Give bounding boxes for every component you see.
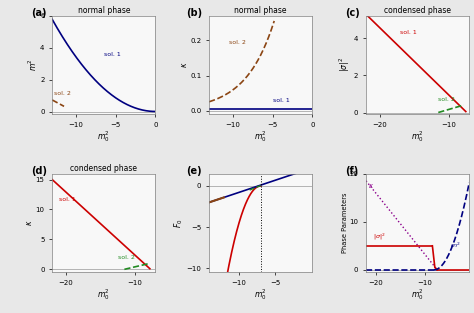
Text: sol. 1: sol. 1 bbox=[401, 30, 417, 35]
X-axis label: $m_0^2$: $m_0^2$ bbox=[411, 287, 424, 302]
Text: $\kappa$: $\kappa$ bbox=[368, 182, 374, 190]
Text: sol. 1: sol. 1 bbox=[273, 98, 289, 103]
Title: normal phase: normal phase bbox=[78, 6, 130, 15]
Y-axis label: $m^2$: $m^2$ bbox=[26, 59, 38, 71]
Text: $m^2$: $m^2$ bbox=[450, 241, 460, 250]
Y-axis label: Phase Parameters: Phase Parameters bbox=[342, 193, 348, 253]
X-axis label: $m_0^2$: $m_0^2$ bbox=[255, 287, 267, 302]
Text: (c): (c) bbox=[346, 8, 360, 18]
Text: (f): (f) bbox=[346, 166, 359, 176]
Y-axis label: $\kappa$: $\kappa$ bbox=[25, 220, 34, 226]
Text: sol. 1: sol. 1 bbox=[104, 52, 120, 57]
Title: condensed phase: condensed phase bbox=[70, 164, 137, 173]
Y-axis label: $|\sigma|^2$: $|\sigma|^2$ bbox=[338, 58, 353, 73]
Text: (d): (d) bbox=[31, 166, 47, 176]
Text: (a): (a) bbox=[31, 8, 47, 18]
Text: sol. 1: sol. 1 bbox=[59, 197, 76, 202]
Text: (b): (b) bbox=[186, 8, 202, 18]
Text: (e): (e) bbox=[186, 166, 202, 176]
X-axis label: $m_0^2$: $m_0^2$ bbox=[97, 287, 110, 302]
X-axis label: $m_0^2$: $m_0^2$ bbox=[411, 129, 424, 144]
Title: condensed phase: condensed phase bbox=[384, 6, 451, 15]
X-axis label: $m_0^2$: $m_0^2$ bbox=[97, 129, 110, 144]
Y-axis label: $\kappa$: $\kappa$ bbox=[180, 62, 189, 68]
Y-axis label: $F_0$: $F_0$ bbox=[173, 218, 185, 228]
Text: sol. 2: sol. 2 bbox=[229, 40, 246, 45]
Title: normal phase: normal phase bbox=[235, 6, 287, 15]
Text: $|\sigma|^2$: $|\sigma|^2$ bbox=[374, 232, 386, 242]
Text: sol. 2: sol. 2 bbox=[438, 97, 455, 102]
Text: sol. 2: sol. 2 bbox=[118, 254, 135, 259]
Text: sol. 2: sol. 2 bbox=[54, 91, 71, 96]
X-axis label: $m_0^2$: $m_0^2$ bbox=[255, 129, 267, 144]
